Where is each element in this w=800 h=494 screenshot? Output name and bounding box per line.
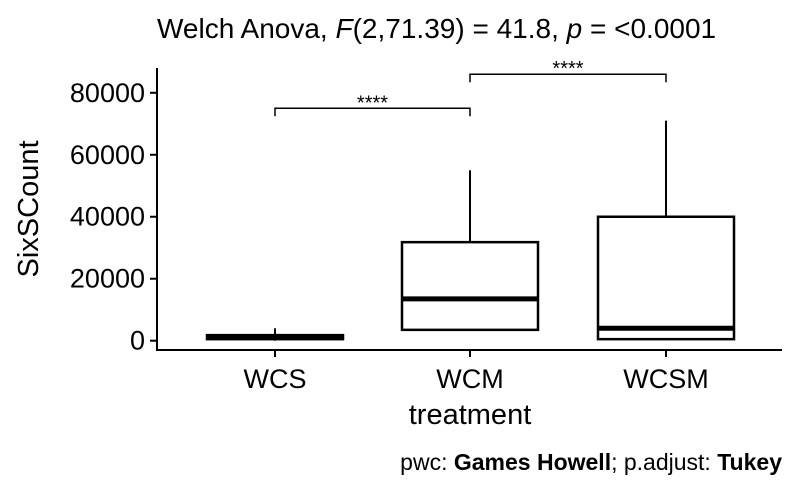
x-tick-label: WCSM	[623, 364, 708, 394]
box-iqr	[400, 240, 540, 332]
y-tick-label: 60000	[70, 140, 145, 170]
y-tick-label: 20000	[70, 264, 145, 294]
box-wcm	[400, 170, 540, 332]
boxes	[205, 120, 736, 341]
significance-label: ****	[357, 92, 388, 114]
title-stat-symbol: F	[335, 13, 354, 44]
caption-pwc-label: pwc:	[400, 449, 454, 475]
y-tick-label: 80000	[70, 78, 145, 108]
bracket-wcm-wcsm: ****	[469, 58, 667, 83]
y-axis-label: SixSCount	[13, 140, 45, 277]
title-df: (2,71.39)	[353, 13, 465, 44]
title-prefix: Welch Anova,	[157, 13, 335, 44]
title-p-symbol: p	[566, 13, 583, 44]
box-wcs	[205, 328, 345, 341]
title-stat-value: = 41.8,	[465, 13, 567, 44]
caption: pwc: Games Howell; p.adjust: Tukey	[400, 449, 782, 475]
x-tick-label: WCS	[244, 364, 307, 394]
bracket-line	[274, 107, 471, 117]
significance-brackets: **** ****	[274, 58, 667, 117]
caption-pwc-value: Games Howell	[454, 449, 611, 475]
title-p-value: = <0.0001	[582, 13, 716, 44]
box-iqr	[596, 215, 736, 341]
y-tick-label: 40000	[70, 202, 145, 232]
x-tick-label: WCM	[436, 364, 503, 394]
significance-label: ****	[552, 58, 583, 80]
box-wcsm	[596, 120, 736, 341]
caption-sep: ; p.adjust:	[611, 449, 717, 475]
x-axis-ticks: WCS WCM WCSM	[244, 350, 709, 394]
bracket-line	[469, 73, 667, 83]
caption-adjust-value: Tukey	[717, 449, 782, 475]
chart-title: Welch Anova, F(2,71.39) = 41.8, p = <0.0…	[157, 13, 716, 44]
y-tick-label: 0	[130, 326, 145, 356]
y-axis-ticks: 0 20000 40000 60000 80000	[70, 78, 157, 356]
bracket-wcs-wcm: ****	[274, 92, 471, 117]
x-axis-label: treatment	[409, 399, 532, 431]
